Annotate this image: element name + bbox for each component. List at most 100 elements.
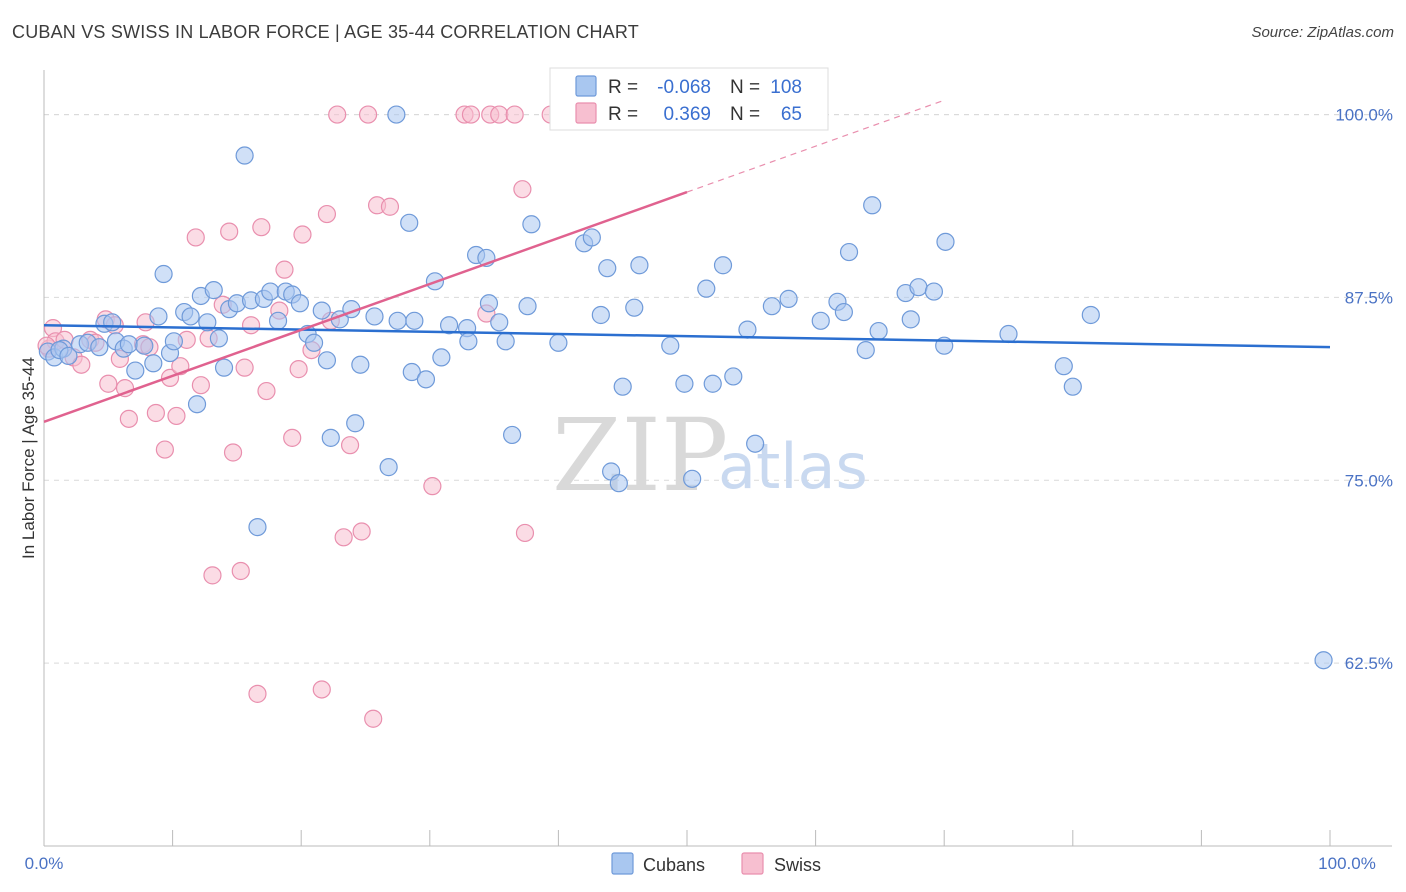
cubans-point [490,313,509,332]
bottom-legend-label-swiss: Swiss [774,855,821,875]
cubans-point [405,311,424,330]
cubans-point [135,336,154,355]
bottom-legend-label-cubans: Cubans [643,855,705,875]
swiss-point [186,228,205,247]
legend-n-value-swiss: 65 [781,104,802,125]
cubans-point [248,517,267,537]
cubans-point [724,367,743,386]
swiss-point [515,523,535,543]
legend-swatch-cubans [575,75,597,97]
cubans-point [59,346,78,366]
swiss-point [252,218,271,237]
cubans-point [924,282,944,301]
legend-swatch-swiss [575,102,597,124]
legend-n-label-cubans: N = [730,77,760,98]
cubans-point [613,377,632,396]
cubans-point [522,215,541,234]
legend-r-value-cubans: -0.068 [657,77,711,98]
swiss-point [146,403,165,423]
cubans-point [518,297,537,316]
cubans-point [479,294,499,313]
cubans-point [713,256,733,275]
cubans-point [379,458,398,477]
swiss-point [334,528,353,547]
y-tick-label: 75.0% [1345,471,1393,490]
swiss-point [257,381,276,401]
swiss-point [231,561,250,581]
swiss-point [423,477,442,496]
cubans-point [432,348,451,367]
cubans-point [346,414,365,433]
cubans-point [1314,651,1333,670]
swiss-point [155,440,174,459]
swiss-point [223,443,243,462]
cubans-point [90,338,109,357]
y-tick-label: 62.5% [1345,654,1393,673]
cubans-point [164,332,183,351]
swiss-point [283,428,302,447]
cubans-point [661,336,680,355]
cubans-point [683,469,702,488]
x-tick-label-min: 0.0% [25,854,64,873]
bottom-legend: Cubans Swiss [611,852,821,875]
cubans-point [388,311,407,330]
cubans-point [738,320,757,339]
cubans-point [351,355,370,374]
cubans-point [321,428,340,447]
swiss-point [203,566,222,585]
cubans-point [402,362,421,382]
cubans-point [204,281,223,300]
cubans-point [675,374,694,393]
swiss-point [352,522,371,541]
cubans-point [154,264,173,284]
swiss-point [167,406,186,426]
legend-r-value-swiss: 0.369 [663,104,711,125]
cubans-point [834,302,853,322]
cubans-point [779,289,798,308]
cubans-point [703,374,722,393]
cubans-point [261,282,280,301]
legend-r-label-swiss: R = [608,104,638,125]
cubans-point [317,351,337,370]
cubans-point [762,297,781,316]
cubans-point [863,196,882,215]
swiss-point [340,436,360,455]
cubans-point [999,324,1018,344]
swiss-trend-line [43,190,688,423]
bottom-legend-swatch-cubans [611,852,634,875]
cubans-point [811,311,830,330]
swiss-point [513,180,532,199]
cubans-point [1063,377,1082,396]
cubans-point [126,361,145,380]
swiss-point [293,225,312,244]
cubans-point [909,278,928,297]
swiss-point [505,105,524,124]
swiss-point [312,680,331,699]
swiss-point [380,197,400,216]
swiss-point [461,105,481,124]
x-ticks [43,830,1331,846]
y-tick-labels: 62.5% 75.0% 87.5% 100.0% [1335,106,1393,674]
legend-n-label-swiss: N = [730,104,760,125]
swiss-point [328,105,347,124]
cubans-point [746,434,765,453]
swiss-point [119,409,138,428]
cubans-point [856,340,875,360]
cubans-point [1054,357,1073,376]
cubans-point [268,311,288,330]
cubans-point [103,313,122,332]
legend-r-label-cubans: R = [608,77,638,98]
cubans-point [214,358,234,377]
cubans-point [630,256,649,275]
cubans-point [439,316,459,335]
cubans-point [591,305,610,325]
cubans-point [549,333,568,352]
cubans-point [119,335,138,354]
chart-title: CUBAN VS SWISS IN LABOR FORCE | AGE 35-4… [12,22,639,42]
cubans-point [149,307,168,326]
cubans-point [697,279,716,298]
swiss-point [317,204,337,224]
cubans-point [936,232,955,251]
cubans-trend-line [43,323,1331,349]
x-tick-label-max: 100.0% [1318,854,1376,873]
